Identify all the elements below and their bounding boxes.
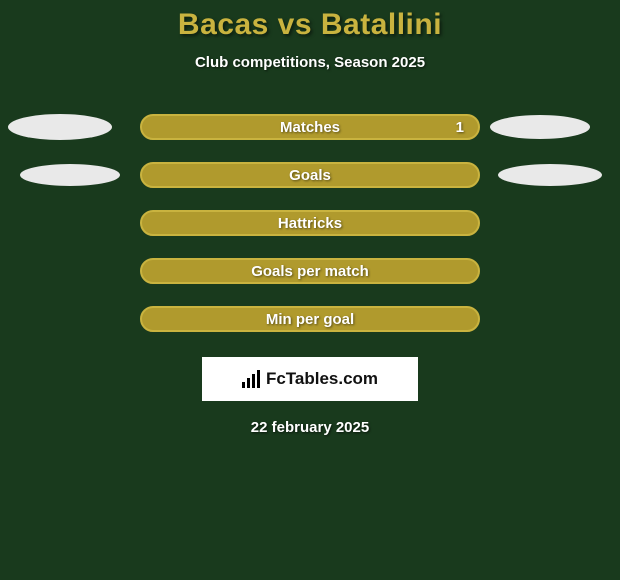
stat-row: Min per goal [0, 305, 620, 333]
subtitle: Club competitions, Season 2025 [0, 54, 620, 71]
logo-text: FcTables.com [266, 369, 378, 389]
stat-label: Min per goal [266, 311, 354, 328]
chart-icon [242, 370, 260, 388]
stat-bar: Min per goal [140, 306, 480, 332]
stat-label: Matches [280, 119, 340, 136]
stat-rows: Matches 1 Goals Hattricks Goals per match Min… [0, 113, 620, 333]
stat-row: Hattricks [0, 209, 620, 237]
comparison-card: Bacas vs Batallini Club competitions, Se… [0, 0, 620, 580]
stat-label: Hattricks [278, 215, 342, 232]
stat-label: Goals per match [251, 263, 369, 280]
stat-row: Matches 1 [0, 113, 620, 141]
stat-bar: Goals [140, 162, 480, 188]
stat-label: Goals [289, 167, 331, 184]
stat-bar: Goals per match [140, 258, 480, 284]
left-ellipse [20, 164, 120, 186]
page-title: Bacas vs Batallini [0, 8, 620, 42]
stat-row: Goals [0, 161, 620, 189]
right-ellipse [490, 115, 590, 139]
stat-row: Goals per match [0, 257, 620, 285]
date-text: 22 february 2025 [0, 419, 620, 436]
stat-value-right: 1 [456, 119, 464, 136]
stat-bar: Hattricks [140, 210, 480, 236]
stat-bar: Matches 1 [140, 114, 480, 140]
logo-box: FcTables.com [202, 357, 418, 401]
left-ellipse [8, 114, 112, 140]
right-ellipse [498, 164, 602, 186]
